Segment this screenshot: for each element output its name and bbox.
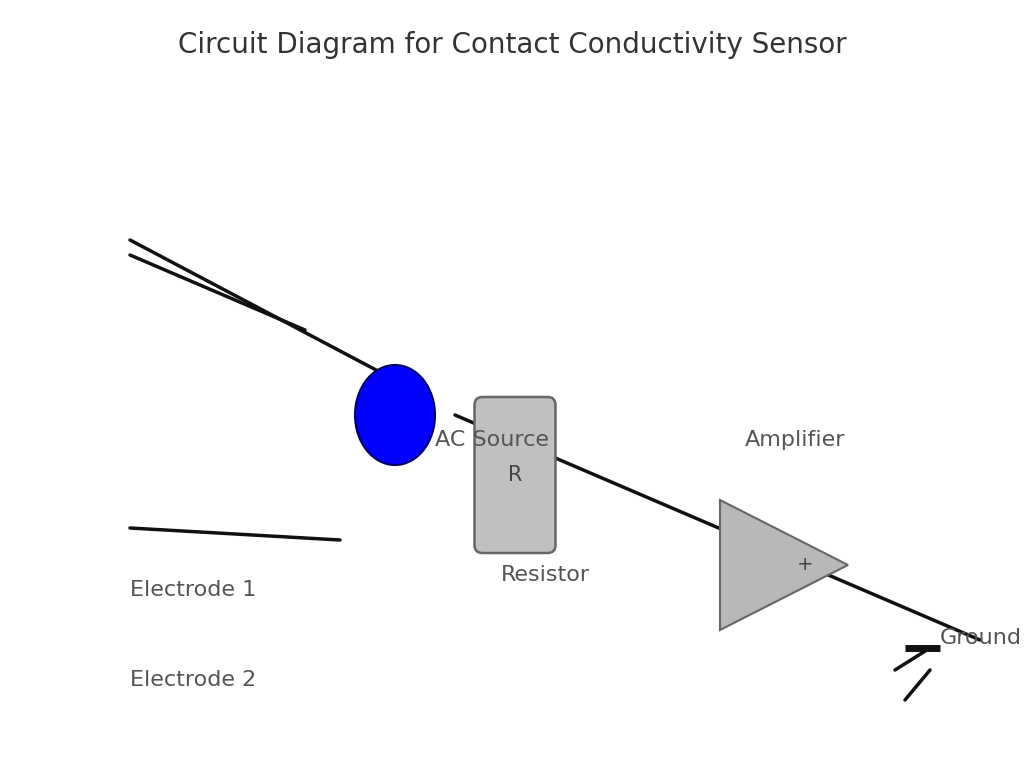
Text: Electrode 2: Electrode 2 [130, 670, 256, 690]
Ellipse shape [355, 365, 435, 465]
Text: Electrode 1: Electrode 1 [130, 580, 256, 600]
FancyBboxPatch shape [474, 397, 555, 553]
Text: Amplifier: Amplifier [744, 430, 845, 450]
Text: +: + [797, 556, 813, 574]
Text: Ground: Ground [940, 628, 1022, 648]
Text: Circuit Diagram for Contact Conductivity Sensor: Circuit Diagram for Contact Conductivity… [177, 31, 847, 59]
Text: AC Source: AC Source [435, 430, 549, 450]
Text: Resistor: Resistor [501, 565, 590, 585]
Text: R: R [508, 465, 522, 485]
Polygon shape [720, 500, 848, 630]
